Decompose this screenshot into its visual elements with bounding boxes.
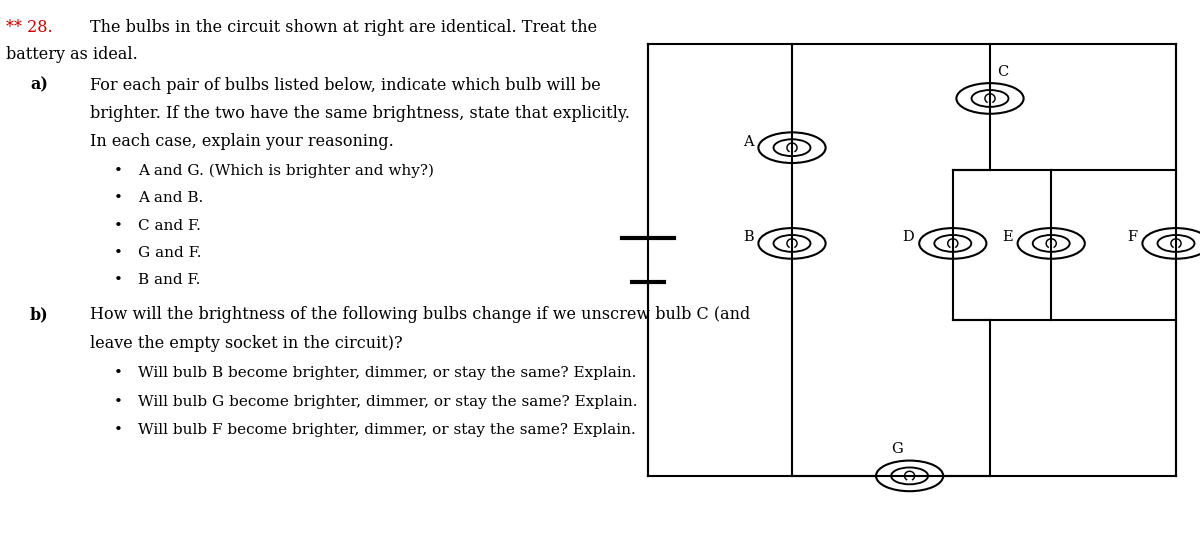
Text: brighter. If the two have the same brightness, state that explicitly.: brighter. If the two have the same brigh… bbox=[90, 105, 630, 122]
Text: b): b) bbox=[30, 306, 49, 323]
Text: A: A bbox=[743, 135, 754, 149]
Text: D: D bbox=[902, 230, 914, 245]
Text: G and F.: G and F. bbox=[138, 246, 202, 260]
Text: F: F bbox=[1128, 230, 1138, 245]
Text: •: • bbox=[114, 191, 122, 206]
Text: Will bulb G become brighter, dimmer, or stay the same? Explain.: Will bulb G become brighter, dimmer, or … bbox=[138, 395, 637, 409]
Text: C and F.: C and F. bbox=[138, 219, 200, 233]
Text: a): a) bbox=[30, 77, 48, 94]
Text: In each case, explain your reasoning.: In each case, explain your reasoning. bbox=[90, 133, 394, 150]
Text: Will bulb F become brighter, dimmer, or stay the same? Explain.: Will bulb F become brighter, dimmer, or … bbox=[138, 423, 636, 438]
Text: The bulbs in the circuit shown at right are identical. Treat the: The bulbs in the circuit shown at right … bbox=[90, 19, 598, 36]
Text: battery as ideal.: battery as ideal. bbox=[6, 46, 138, 63]
Text: •: • bbox=[114, 274, 122, 288]
Text: A and G. (Which is brighter and why?): A and G. (Which is brighter and why?) bbox=[138, 164, 434, 178]
Text: leave the empty socket in the circuit)?: leave the empty socket in the circuit)? bbox=[90, 335, 403, 352]
Text: •: • bbox=[114, 423, 122, 438]
Text: ** 28.: ** 28. bbox=[6, 19, 53, 36]
Text: B: B bbox=[743, 230, 754, 245]
Text: C: C bbox=[997, 65, 1008, 79]
Text: •: • bbox=[114, 366, 122, 381]
Text: How will the brightness of the following bulbs change if we unscrew bulb C (and: How will the brightness of the following… bbox=[90, 306, 750, 323]
Text: Will bulb B become brighter, dimmer, or stay the same? Explain.: Will bulb B become brighter, dimmer, or … bbox=[138, 366, 636, 381]
Text: For each pair of bulbs listed below, indicate which bulb will be: For each pair of bulbs listed below, ind… bbox=[90, 77, 601, 94]
Text: •: • bbox=[114, 164, 122, 178]
Text: A and B.: A and B. bbox=[138, 191, 203, 206]
Text: G: G bbox=[892, 442, 902, 456]
Text: E: E bbox=[1002, 230, 1013, 245]
Text: •: • bbox=[114, 246, 122, 260]
Text: •: • bbox=[114, 395, 122, 409]
Text: •: • bbox=[114, 219, 122, 233]
Text: B and F.: B and F. bbox=[138, 274, 200, 288]
